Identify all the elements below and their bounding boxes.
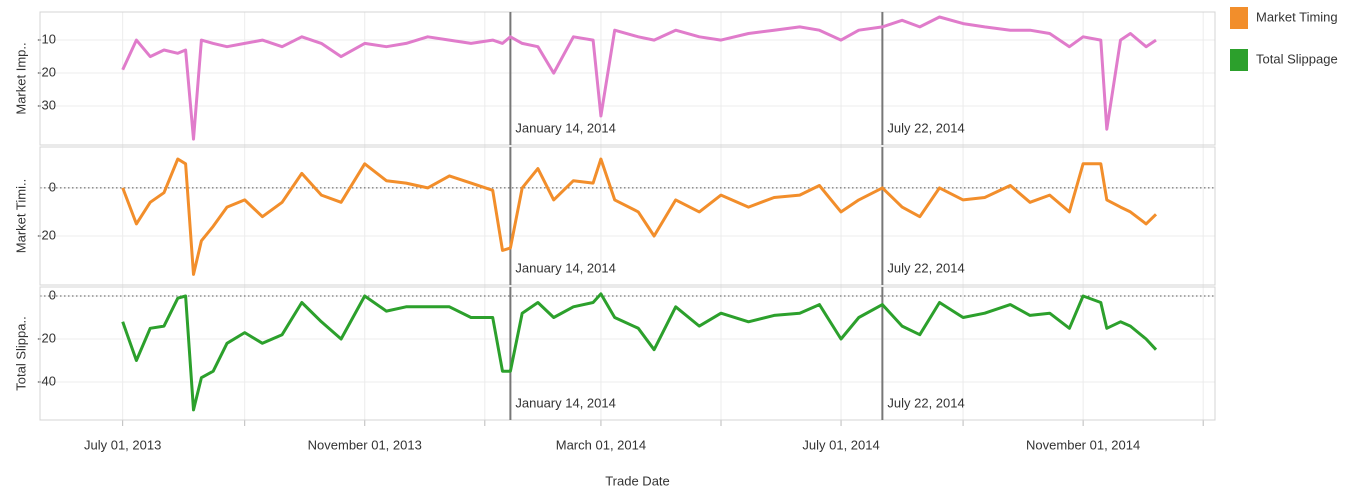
series-line: [121, 292, 1158, 412]
reference-label: January 14, 2014: [515, 260, 615, 275]
y-tick-label: -40: [37, 373, 56, 388]
x-axis-title: Trade Date: [605, 473, 670, 488]
series-line: [121, 15, 1157, 141]
y-tick-label: -20: [37, 227, 56, 242]
legend-swatch: [1230, 49, 1248, 71]
reference-label: July 22, 2014: [887, 120, 964, 135]
y-tick-label: 0: [49, 287, 56, 302]
x-tick-label: July 01, 2014: [802, 437, 879, 452]
reference-label: July 22, 2014: [887, 395, 964, 410]
panel-frame: [39, 11, 1216, 146]
reference-label: January 14, 2014: [515, 395, 615, 410]
legend-swatch: [1230, 7, 1248, 29]
panel-frame: [39, 286, 1216, 421]
y-tick-label: -30: [37, 97, 56, 112]
x-tick-label: November 01, 2013: [308, 437, 422, 452]
x-tick-label: November 01, 2014: [1026, 437, 1140, 452]
y-tick-label: -10: [37, 31, 56, 46]
y-tick-label: -20: [37, 64, 56, 79]
y-tick-label: 0: [49, 179, 56, 194]
legend-label: Total Slippage: [1256, 51, 1338, 66]
series-line: [121, 157, 1158, 276]
reference-label: July 22, 2014: [887, 260, 964, 275]
legend-label: Market Timing: [1256, 9, 1338, 24]
x-tick-label: July 01, 2013: [84, 437, 161, 452]
y-axis-title: Market Imp..: [13, 42, 28, 114]
x-tick-label: March 01, 2014: [556, 437, 646, 452]
reference-label: January 14, 2014: [515, 120, 615, 135]
y-axis-title: Total Slippa..: [13, 316, 28, 390]
y-axis-title: Market Timi..: [13, 179, 28, 253]
panel-frame: [39, 146, 1216, 286]
y-tick-label: -20: [37, 330, 56, 345]
